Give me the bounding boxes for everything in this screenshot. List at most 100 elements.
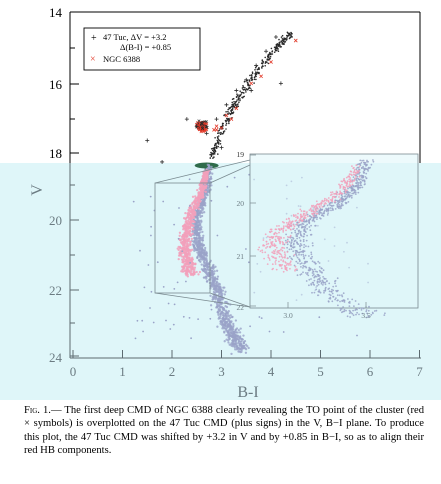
inset-ngc6388-point <box>331 191 334 194</box>
inset-ngc6388-point <box>272 250 275 252</box>
inset-ngc6388-point <box>339 186 342 188</box>
tuc47-upper-point <box>289 36 292 39</box>
inset-ngc6388-point <box>343 179 345 182</box>
tuc47-point <box>230 352 233 356</box>
tuc47-point <box>198 236 202 239</box>
figure: 14 16 18 20 22 24 0 1 2 3 4 5 6 7 B-I V <box>0 5 441 400</box>
tuc47-point <box>196 251 199 254</box>
tuc47-point <box>198 228 202 231</box>
inset-ngc6388-point <box>322 200 324 203</box>
inset-tuc47-point <box>323 204 326 207</box>
legend-label-ngc6388: NGC 6388 <box>103 54 140 64</box>
inset-tuc47-point <box>332 295 335 298</box>
inset-tuc47-point <box>293 264 296 267</box>
tuc47-upper-point <box>212 152 215 154</box>
inset-tuc47-point <box>295 260 298 263</box>
tuc47-point <box>229 314 232 317</box>
inset-tuc47-point <box>326 280 328 282</box>
inset-ngc6388-point <box>278 236 281 238</box>
inset-tuc47-point <box>313 217 315 219</box>
ngc6388-point <box>183 243 186 246</box>
inset-tuc47-point <box>327 207 330 210</box>
inset-tuc47-point <box>364 176 367 178</box>
inset-tuc47-point <box>357 303 360 305</box>
tuc47-upper-point <box>209 157 212 159</box>
inset-ngc6388-point <box>273 243 276 246</box>
inset-tuc47-point <box>352 176 355 179</box>
tuc47-upper-point <box>276 44 278 47</box>
inset-tuc47-point <box>352 309 354 312</box>
inset-ngc6388-point <box>331 200 334 203</box>
tuc47-upper-point <box>225 122 228 125</box>
inset-tuc47-point <box>311 255 313 258</box>
inset-tuc47-point <box>355 168 358 171</box>
inset-ngc6388-point <box>352 167 355 170</box>
tuc47-point <box>224 327 227 330</box>
inset-ngc6388-point <box>347 175 350 178</box>
ngc6388-point <box>184 211 187 215</box>
tuc47-point <box>246 345 249 348</box>
inset-tuc47-point <box>313 268 316 271</box>
field-star-point <box>258 316 261 318</box>
inset-ngc6388-point <box>270 235 273 238</box>
ngc6388-point <box>185 258 188 261</box>
inset-ngc6388-point <box>288 221 290 224</box>
inset-tuc47-point <box>345 309 347 312</box>
tuc47-point <box>192 240 195 243</box>
inset-tuc47-point <box>322 269 325 272</box>
inset-tuc47-point <box>300 262 303 265</box>
inset-tuc47-point <box>313 261 316 264</box>
inset-tuc47-point <box>307 274 310 277</box>
upper-y-tick-label-16: 16 <box>49 77 63 92</box>
tuc47-upper-point <box>225 124 227 126</box>
tuc47-point <box>223 340 226 343</box>
ngc6388-point <box>205 178 209 181</box>
tuc47-upper-point <box>287 32 289 35</box>
tuc47-point <box>205 252 208 256</box>
inset-ngc6388-point <box>268 246 271 248</box>
inset-tuc47-point <box>329 296 332 299</box>
legend-symbol-47tuc: + <box>91 33 97 44</box>
ngc6388-point <box>182 234 185 237</box>
inset-tuc47-point <box>312 270 314 273</box>
tuc47-point <box>240 340 243 343</box>
inset-tuc47-point <box>321 279 324 282</box>
inset-ngc6388-point <box>325 199 328 202</box>
ngc6388-point <box>193 207 196 211</box>
ngc6388-point <box>177 254 181 257</box>
inset-ngc6388-point <box>344 188 347 191</box>
inset-ngc6388-point <box>324 197 326 200</box>
tuc47-upper-point <box>284 38 286 41</box>
tuc47-upper-point <box>251 71 254 73</box>
inset-ngc6388-point <box>283 247 286 250</box>
inset-ngc6388-point <box>333 196 336 199</box>
inset-ngc6388-point <box>271 255 273 258</box>
inset-ngc6388-point <box>278 238 281 241</box>
inset-tuc47-point <box>340 202 343 205</box>
tuc47-marker <box>278 81 283 86</box>
inset-ngc6388-point <box>274 263 277 265</box>
inset-ngc6388-point <box>258 246 261 249</box>
ngc6388-point <box>176 247 179 250</box>
inset-y-tick-20: 20 <box>237 199 245 208</box>
tuc47-upper-point <box>267 62 270 65</box>
inset-tuc47-point <box>361 312 364 315</box>
tuc47-upper-point <box>276 49 278 52</box>
inset-ngc6388-point <box>289 224 292 227</box>
ngc6388-point <box>204 187 207 190</box>
inset-tuc47-point <box>309 229 312 232</box>
field-star-point <box>132 200 135 203</box>
tuc47-point <box>230 315 234 319</box>
tuc47-point <box>202 269 205 272</box>
inset-tuc47-point <box>355 313 357 316</box>
tuc47-point <box>201 256 204 259</box>
lower-x-tick-label-3: 3 <box>218 364 225 379</box>
inset-ngc6388-point <box>281 249 284 252</box>
inset-tuc47-point <box>367 315 370 318</box>
inset-tuc47-point <box>324 278 327 280</box>
inset-tuc47-point <box>339 309 342 312</box>
tuc47-upper-point <box>217 142 220 144</box>
tuc47-point <box>200 220 203 223</box>
tuc47-upper-point <box>237 105 240 108</box>
inset-tuc47-point <box>290 241 293 244</box>
